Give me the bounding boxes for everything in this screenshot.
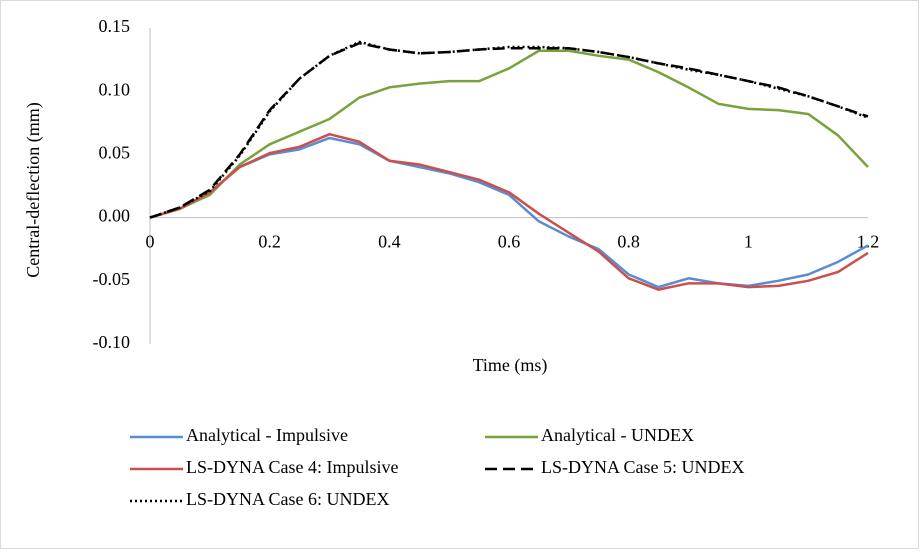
legend-label: LS-DYNA Case 4: Impulsive xyxy=(186,457,398,477)
x-tick-label: 0 xyxy=(146,232,155,252)
legend-label: Analytical - Impulsive xyxy=(186,425,348,445)
x-tick-label: 0.8 xyxy=(617,232,640,252)
series-line xyxy=(149,132,869,291)
y-axis-label: Central-deflection (mm) xyxy=(23,102,44,277)
y-tick-label: 0.10 xyxy=(99,79,131,99)
legend-label: LS-DYNA Case 6: UNDEX xyxy=(186,489,389,509)
legend-label: Analytical - UNDEX xyxy=(541,425,694,445)
y-tick-label: 0.00 xyxy=(99,206,131,226)
y-tick-label: 0.15 xyxy=(99,16,131,36)
y-tick-label: -0.05 xyxy=(93,269,131,289)
series-line xyxy=(149,49,869,219)
y-tick-label: 0.05 xyxy=(99,143,131,163)
x-tick-label: 0.2 xyxy=(258,232,281,252)
x-tick-label: 0.6 xyxy=(498,232,521,252)
series-line xyxy=(149,40,869,219)
x-axis-label: Time (ms) xyxy=(473,355,548,376)
y-tick-label: -0.10 xyxy=(93,332,131,352)
x-tick-label: 1 xyxy=(744,232,753,252)
x-tick-label: 1.2 xyxy=(857,232,880,252)
legend-label: LS-DYNA Case 5: UNDEX xyxy=(541,457,744,477)
x-tick-label: 0.4 xyxy=(378,232,401,252)
